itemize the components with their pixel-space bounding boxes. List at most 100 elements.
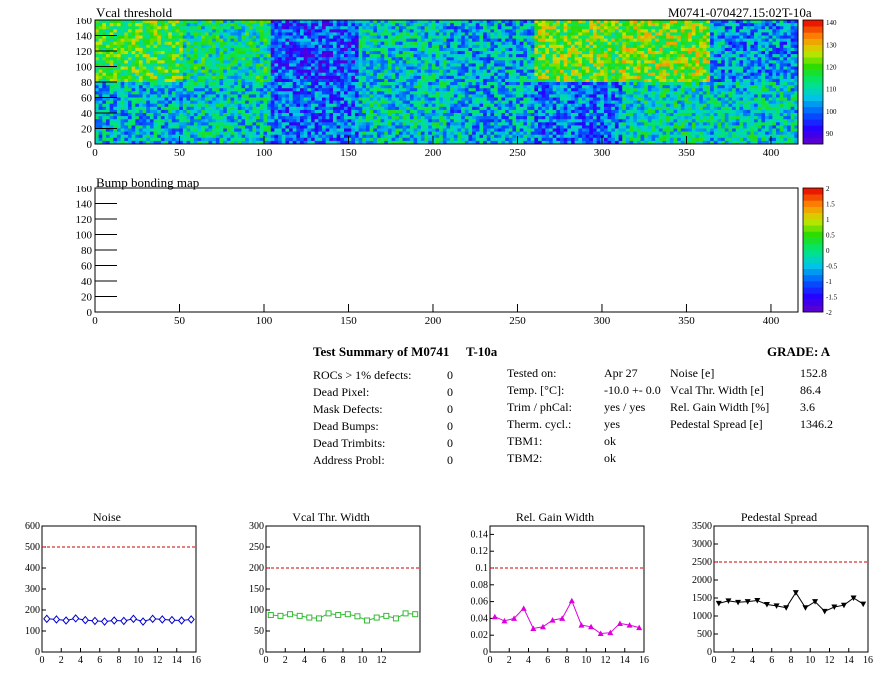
x-tick-label: 100 (256, 315, 273, 327)
x-tick-label: 12 (377, 655, 387, 666)
y-tick-label: 0.08 (471, 580, 489, 591)
y-tick-label: 80 (81, 77, 93, 89)
data-point (559, 615, 565, 621)
series-line (719, 593, 863, 612)
data-point (569, 598, 575, 604)
x-tick-label: 0 (92, 147, 98, 159)
summary-row-value: yes / yes (604, 400, 645, 415)
x-tick-label: 2 (731, 655, 736, 666)
y-tick-label: 60 (81, 93, 93, 105)
x-tick-label: 250 (509, 147, 526, 159)
data-point (111, 617, 117, 624)
summary-row-value: 0 (447, 453, 453, 468)
x-tick-label: 8 (341, 655, 346, 666)
series-line (495, 601, 639, 634)
data-point (403, 611, 408, 616)
data-point (150, 615, 156, 622)
plot-title: Noise (93, 510, 121, 524)
data-point (540, 624, 546, 630)
x-tick-label: 10 (357, 655, 367, 666)
grade-label: GRADE: A (767, 344, 830, 360)
y-tick-label: 100 (249, 605, 264, 616)
data-point (578, 622, 584, 628)
summary-row-value: 86.4 (800, 383, 821, 398)
y-tick-label: 120 (76, 46, 93, 58)
x-tick-label: 350 (678, 147, 695, 159)
data-point (288, 612, 293, 617)
x-tick-label: 10 (581, 655, 591, 666)
palette-tick-label: -0.5 (826, 263, 838, 271)
data-point (130, 615, 136, 622)
data-point (336, 613, 341, 618)
palette-tick-label: 1 (826, 216, 830, 224)
y-tick-label: 500 (25, 542, 40, 553)
y-tick-label: 0.12 (471, 546, 489, 557)
y-tick-label: 80 (81, 245, 93, 257)
y-tick-label: 3500 (692, 521, 712, 532)
summary-temp-tag: T-10a (466, 344, 497, 360)
palette-bar (803, 188, 823, 312)
summary-row-value: ok (604, 451, 616, 466)
y-tick-label: 200 (249, 563, 264, 574)
x-tick-label: 16 (639, 655, 649, 666)
summary-row-value: 0 (447, 368, 453, 383)
x-tick-label: 4 (750, 655, 755, 666)
summary-row-value: 0 (447, 419, 453, 434)
data-point (169, 617, 175, 624)
summary-row-value: 1346.2 (800, 417, 833, 432)
gain-width-plot-svg: Rel. Gain Width00.020.040.060.080.10.120… (448, 505, 672, 672)
x-tick-label: 300 (594, 147, 611, 159)
palette-tick-label: 110 (826, 86, 837, 94)
palette-tick-label: 100 (826, 108, 837, 116)
summary-row-label: Dead Bumps: (313, 419, 379, 434)
y-tick-label: 160 (76, 186, 93, 195)
summary-row-value: -10.0 +- 0.0 (604, 383, 661, 398)
x-tick-label: 200 (425, 315, 442, 327)
x-tick-label: 150 (340, 147, 357, 159)
data-point (822, 609, 828, 615)
plot-frame (490, 526, 644, 652)
palette-tick-label: 2 (826, 186, 830, 193)
summary-row-value: 152.8 (800, 366, 827, 381)
palette-tick-label: -1 (826, 278, 832, 286)
palette-tick-label: 120 (826, 64, 837, 72)
plot-title: Pedestal Spread (741, 510, 817, 524)
data-point (355, 614, 360, 619)
y-tick-label: 300 (249, 521, 264, 532)
x-tick-label: 10 (133, 655, 143, 666)
y-tick-label: 100 (25, 626, 40, 637)
y-tick-label: 1500 (692, 593, 712, 604)
summary-row-label: TBM2: (507, 451, 542, 466)
y-tick-label: 120 (76, 214, 93, 226)
y-tick-label: 400 (25, 563, 40, 574)
data-point (492, 614, 498, 620)
data-point (73, 615, 79, 622)
data-point (102, 618, 108, 625)
x-tick-label: 12 (601, 655, 611, 666)
palette-tick-label: 130 (826, 41, 837, 49)
data-point (617, 620, 623, 626)
x-tick-label: 2 (59, 655, 64, 666)
y-tick-label: 0.1 (476, 563, 489, 574)
x-tick-label: 2 (283, 655, 288, 666)
y-tick-label: 250 (249, 542, 264, 553)
x-tick-label: 12 (825, 655, 835, 666)
x-tick-label: 250 (509, 315, 526, 327)
data-point (297, 613, 302, 618)
x-tick-label: 50 (174, 315, 186, 327)
y-tick-label: 40 (81, 108, 93, 120)
x-tick-label: 6 (769, 655, 774, 666)
y-tick-label: 60 (81, 261, 93, 273)
summary-row-label: Trim / phCal: (507, 400, 572, 415)
summary-row-label: ROCs > 1% defects: (313, 368, 411, 383)
y-tick-label: 0.02 (471, 630, 489, 641)
summary-row-label: Pedestal Spread [e] (670, 417, 763, 432)
plot-frame (714, 526, 868, 652)
x-tick-label: 10 (805, 655, 815, 666)
